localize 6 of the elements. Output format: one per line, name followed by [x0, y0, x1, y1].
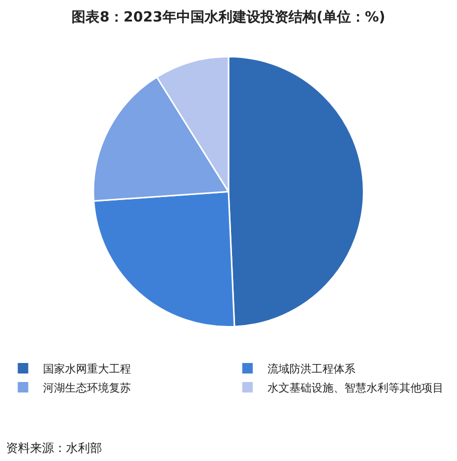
legend-label: 水文基础设施、智慧水利等其他项目 — [268, 382, 444, 395]
legend-label: 河湖生态环境复苏 — [43, 382, 131, 395]
text: 资料来源：水利部 — [6, 441, 102, 455]
chart-title: 图表8：2023年中国水利建设投资结构(单位：%) — [72, 9, 386, 26]
legend-label: 流域防洪工程体系 — [268, 362, 356, 376]
legend-label: 国家水网重大工程 — [43, 362, 131, 376]
